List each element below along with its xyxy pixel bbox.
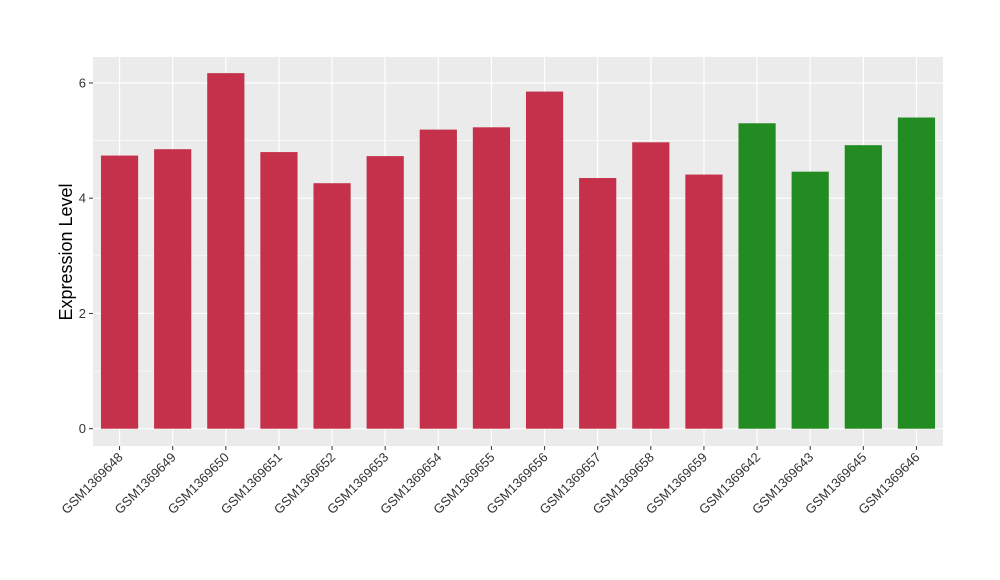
bar (685, 174, 723, 429)
y-tick-label: 0 (79, 421, 86, 436)
x-axis: GSM1369648GSM1369649GSM1369650GSM1369651… (58, 446, 923, 517)
bar (472, 127, 511, 429)
bar (791, 171, 829, 429)
bar (313, 183, 351, 429)
bar (632, 142, 670, 429)
bar (100, 155, 139, 429)
bar (207, 73, 245, 429)
bar (738, 123, 776, 429)
bar (260, 152, 298, 429)
bar (844, 145, 882, 429)
bar (366, 156, 404, 429)
bar (525, 91, 564, 429)
bar (154, 149, 192, 429)
bar (897, 117, 936, 429)
y-axis-title: Expression Level (56, 183, 76, 320)
y-tick-label: 2 (79, 306, 86, 321)
y-tick-label: 6 (79, 75, 86, 90)
bar (579, 178, 617, 429)
y-axis: 0 2 4 6 (79, 75, 93, 436)
bar (419, 129, 457, 429)
bars (100, 73, 936, 429)
y-tick-label: 4 (79, 191, 86, 206)
